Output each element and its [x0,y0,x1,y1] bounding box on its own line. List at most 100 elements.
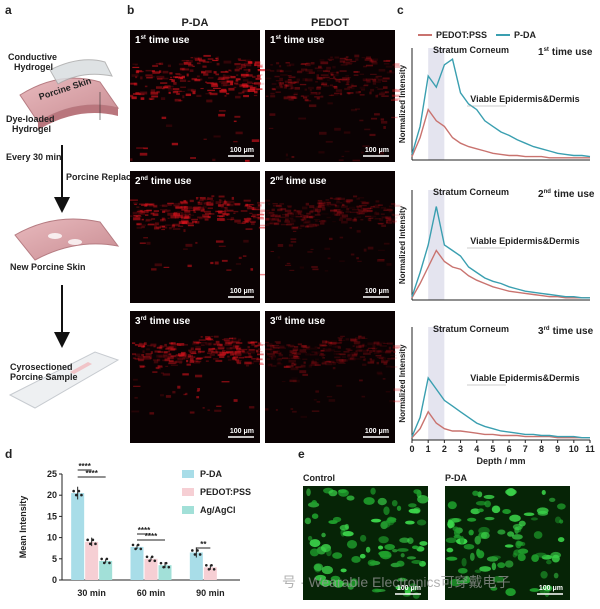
signal [336,200,340,202]
signal [148,204,155,207]
signal [300,95,304,97]
signal [366,209,373,212]
y-axis-label: Normalized Intensity [398,64,407,143]
signal [227,355,230,358]
signal [361,201,369,205]
signal [276,358,282,361]
signal [268,349,275,351]
x-tick-label: 6 [507,444,512,454]
signal [180,212,184,215]
signal [271,358,275,360]
signal [241,75,246,78]
signal [266,209,270,212]
signal [210,261,214,265]
signal [197,216,204,219]
cell [309,548,320,557]
signal [208,92,212,94]
signal [371,347,377,350]
signal [311,351,317,353]
signal [224,199,227,203]
cell [467,517,477,522]
label: Dye-loaded Hydrogel [6,114,55,134]
signal [377,372,383,376]
cell [537,510,549,516]
signal [366,349,370,351]
signal [215,58,220,61]
signal [388,210,392,212]
signal [291,362,295,364]
signal [273,351,277,354]
signal [308,104,317,108]
signal [394,88,397,90]
signal [345,75,350,77]
signal [328,344,333,347]
signal [322,76,330,79]
signal [235,262,242,265]
signal [151,218,156,220]
signal [213,87,221,90]
signal [231,196,234,200]
signal [167,204,172,206]
signal [171,224,176,228]
region-label: Viable Epidermis&Dermis [470,373,579,383]
signal [371,347,378,349]
signal [214,409,222,412]
signal [379,218,383,221]
signal [181,75,185,79]
signal [283,365,290,368]
signal [304,78,313,82]
use-number: 1 [538,47,544,58]
signal [191,218,199,221]
signal [363,83,369,87]
cell [339,524,349,531]
signal [345,348,351,351]
signal [311,359,315,363]
signal [169,85,174,88]
scale-label: 100 μm [397,585,421,592]
signal [389,70,392,73]
signal [270,64,273,66]
signal [197,57,202,61]
signal [300,344,307,348]
cell [516,541,523,547]
signal [325,348,332,351]
signal [133,215,141,217]
signal [289,269,295,271]
signal [186,359,189,363]
cell [530,517,538,521]
signal [370,73,377,75]
signal [372,81,377,85]
signal [356,257,359,260]
signal [155,86,163,89]
signal [180,205,187,209]
signal [180,201,189,205]
signal [288,206,292,209]
signal [338,218,344,222]
cell [306,488,311,497]
signal [204,218,209,221]
signal [328,341,333,344]
signal [377,222,385,225]
data-point [145,555,149,559]
bar [144,558,158,580]
signal [138,343,145,345]
signal [247,89,255,93]
signal [200,87,204,90]
signal [164,209,171,212]
signal [315,205,322,208]
data-point [207,567,211,571]
signal [212,158,216,161]
signal [136,222,142,226]
signal [219,200,223,204]
signal [250,220,256,223]
signal [245,228,253,230]
signal [393,350,396,354]
signal [363,208,368,211]
signal [156,354,163,358]
signal [139,210,143,212]
signal [226,209,234,212]
signal [369,59,374,61]
signal [323,70,331,73]
signal [217,78,225,80]
signal [207,207,213,210]
